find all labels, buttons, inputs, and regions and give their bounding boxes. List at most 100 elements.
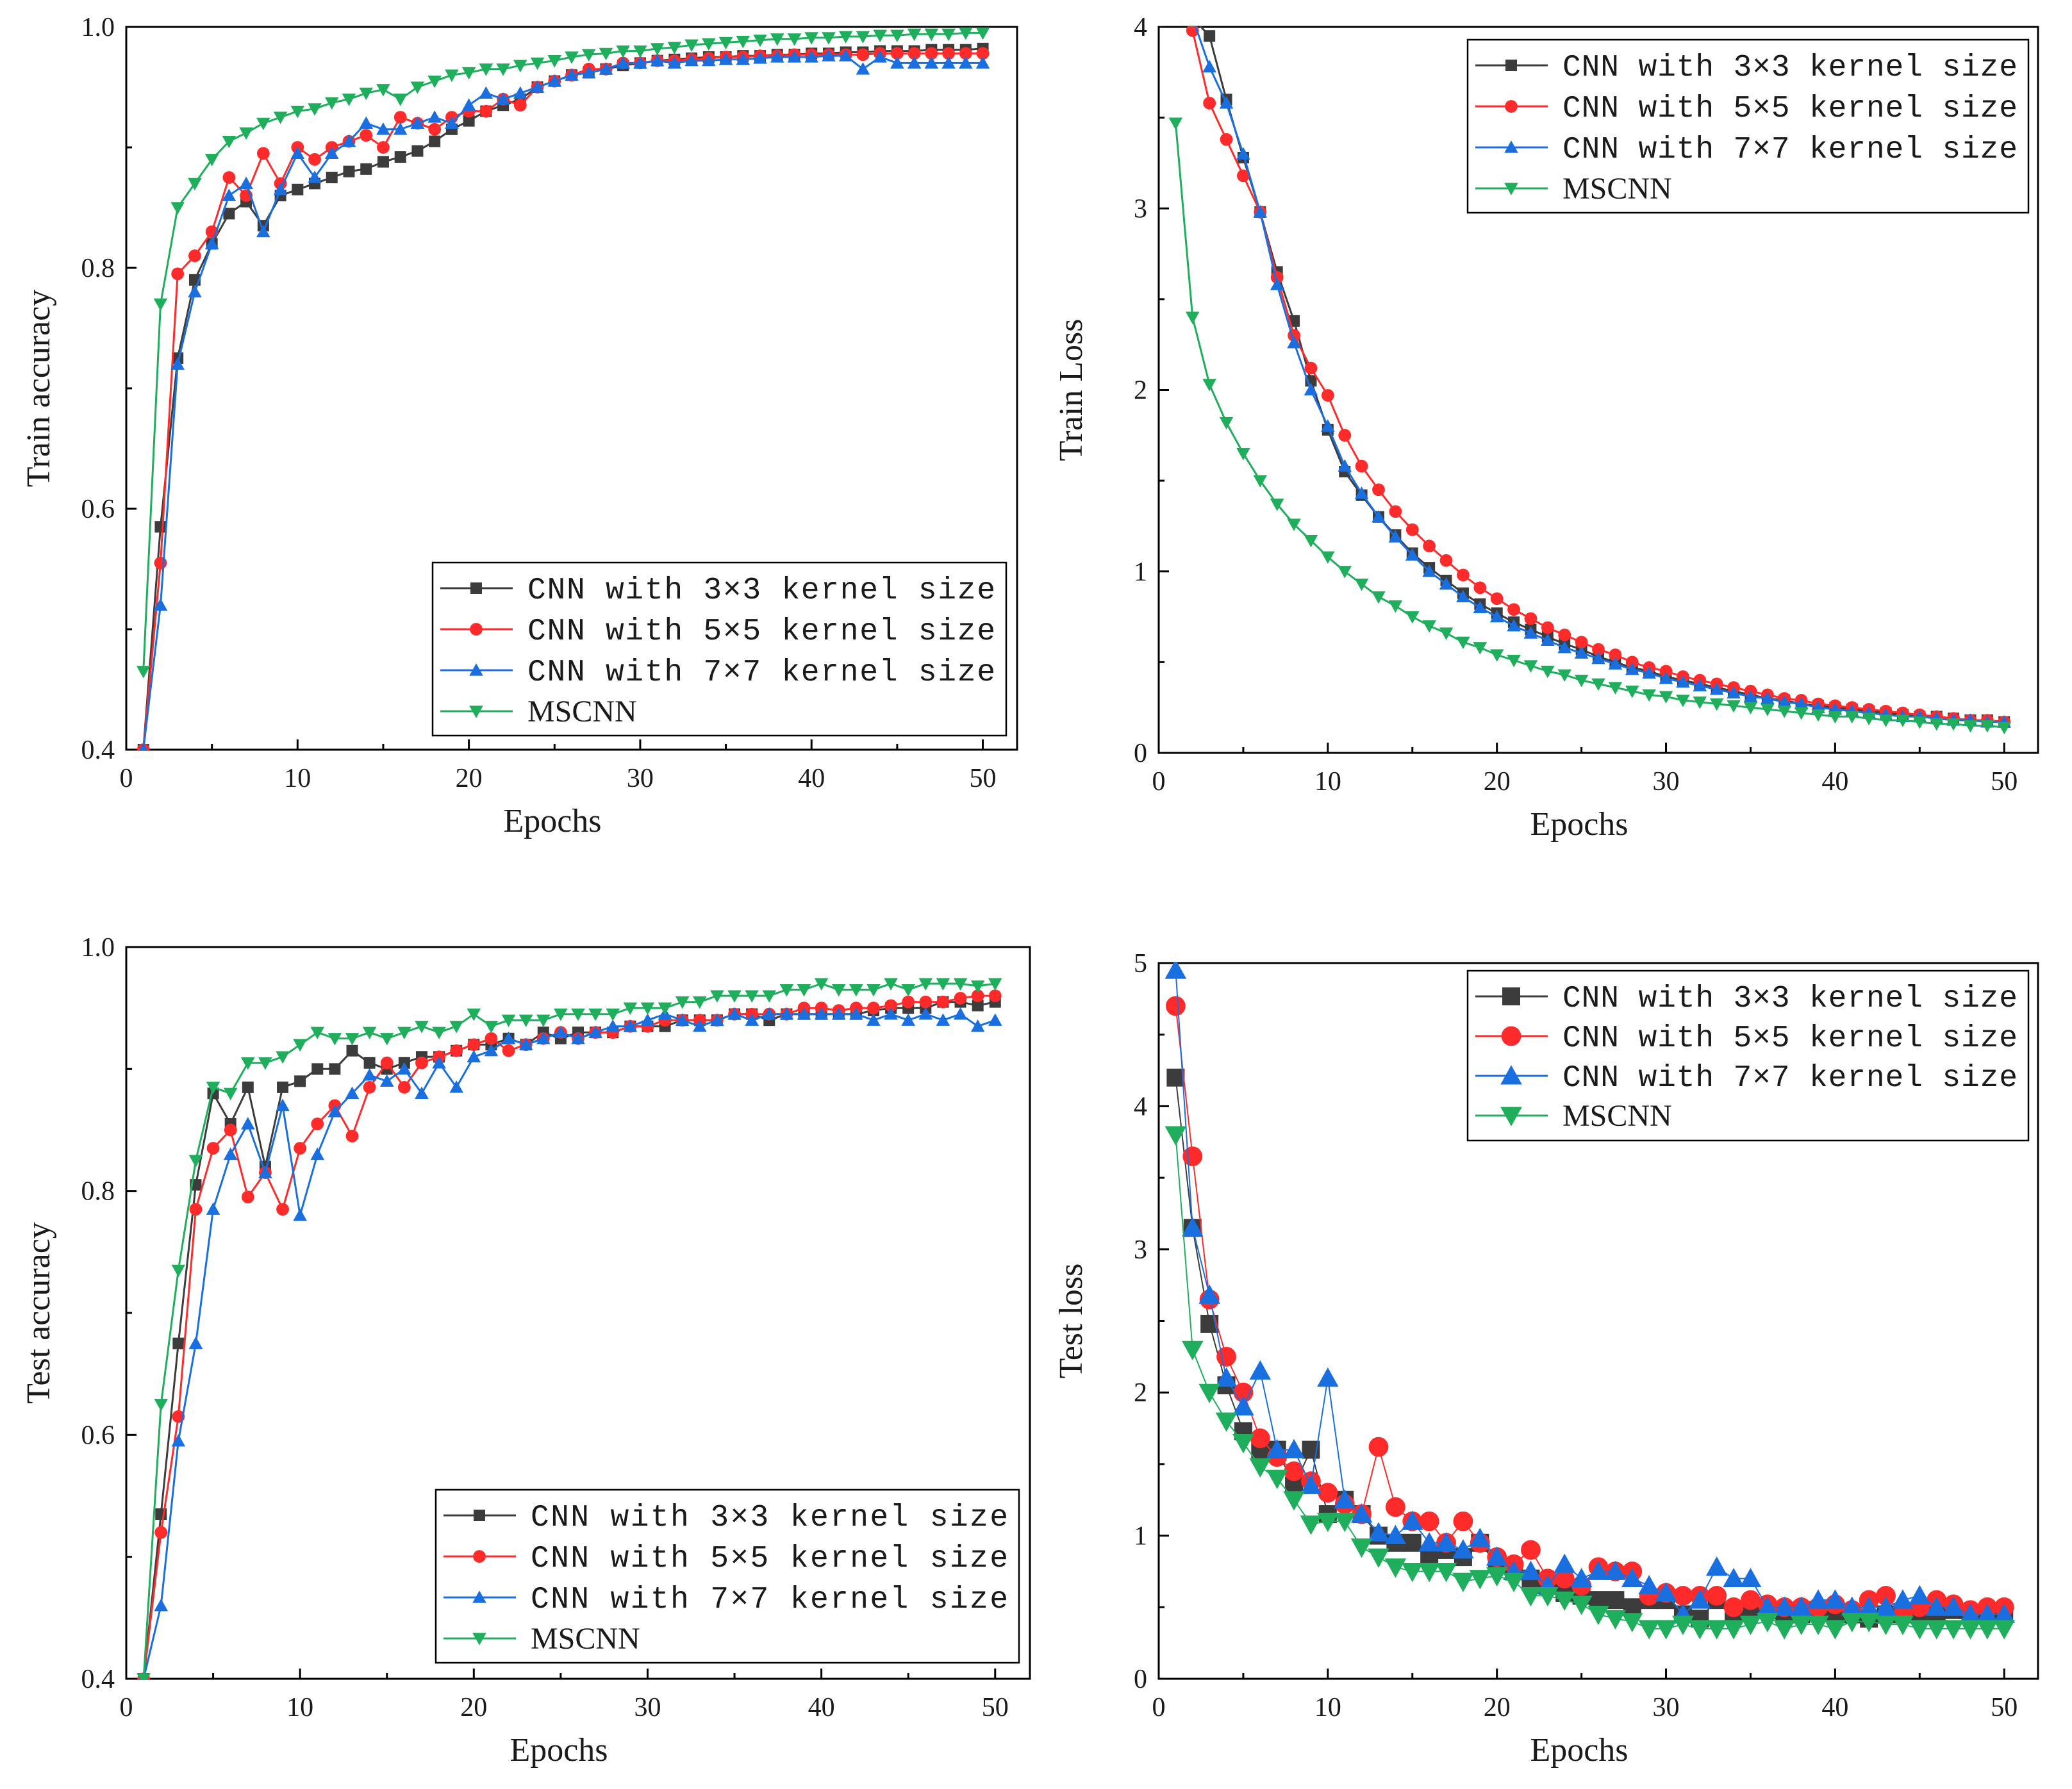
data-point [667,42,682,54]
data-point [1304,361,1318,375]
data-point [727,1007,742,1020]
data-point [907,56,922,69]
data-point [536,1031,551,1044]
y-axis-label: Test loss [1053,1264,1090,1379]
data-point [1418,1563,1440,1583]
data-point [804,32,819,45]
data-point [941,28,956,42]
data-point [1354,486,1369,499]
data-point [432,1026,446,1040]
data-point [1401,1510,1423,1530]
data-point [1237,169,1250,183]
data-point [170,357,185,370]
y-tick-label: 0.6 [81,495,115,524]
data-point [415,1056,428,1069]
data-point [1757,1596,1778,1616]
data-point [804,50,819,63]
legend-label: CNN with 5×5 kernel size [1562,1021,2018,1056]
series-square [1166,1068,2014,1628]
x-tick-label: 30 [1653,1693,1680,1722]
data-point [623,1019,638,1032]
data-point [1723,1597,1744,1617]
data-point [959,56,973,69]
data-point [1389,505,1402,518]
data-point [599,62,613,75]
data-point [171,267,185,281]
data-point [410,116,425,129]
data-point [658,1002,672,1015]
data-point [1794,697,1809,710]
data-point [479,86,493,99]
legend-marker [469,705,483,718]
data-point [427,75,442,88]
x-tick-label: 20 [460,1693,487,1722]
data-point [461,67,476,80]
data-point [1419,1511,1439,1531]
data-point [918,978,933,991]
data-point [1216,1346,1236,1367]
y-axis-label: Test accuracy [21,1222,57,1404]
data-point [1215,1412,1238,1432]
data-point [1587,1560,1609,1580]
data-point [1507,618,1521,632]
data-point [154,1526,168,1539]
data-point [397,1080,411,1094]
x-tick-label: 0 [120,1693,133,1722]
x-tick-label: 50 [1991,767,2018,796]
legend-label: CNN with 5×5 kernel size [527,614,995,649]
data-point [884,999,897,1012]
data-point [814,978,829,991]
data-point [936,978,950,991]
data-point [1707,1586,1727,1606]
data-point [1892,1589,1914,1609]
data-point [239,176,253,190]
data-point [1388,600,1403,613]
data-point [1321,551,1335,564]
data-point [1554,1591,1576,1611]
x-tick-label: 50 [970,764,997,793]
data-point [258,1057,272,1070]
data-point [1334,1488,1356,1509]
data-point [736,52,750,65]
x-tick-label: 0 [1152,767,1166,796]
data-point [277,1081,289,1093]
x-axis-label: Epochs [503,803,601,839]
data-point [1489,609,1504,623]
data-point [1794,707,1809,720]
legend-marker [469,663,483,676]
data-point [479,63,493,76]
data-point [884,978,898,991]
data-point [1858,1596,1880,1616]
data-point [718,37,733,50]
data-point [258,1166,272,1178]
data-point [1523,660,1538,673]
data-point [1350,1538,1373,1558]
legend-label: CNN with 3×3 kernel size [1562,51,2018,85]
data-point [1587,1606,1609,1626]
data-point [1862,713,1876,725]
data-point [377,141,390,154]
data-point [1727,686,1741,699]
data-point [1300,1515,1322,1535]
data-point [379,1074,394,1087]
data-point [1403,1533,1421,1552]
data-point [153,298,168,311]
data-point [633,56,647,69]
legend-marker [1504,183,1518,195]
series-line [1175,1135,2005,1629]
data-point [449,1080,463,1093]
data-point [359,116,374,129]
data-point [616,56,630,69]
data-point [856,31,870,44]
data-point [276,1203,289,1216]
data-point [256,224,270,238]
data-point [565,68,579,81]
data-point [393,122,408,135]
data-point [290,146,305,160]
data-point [1284,1461,1304,1481]
legend: CNN with 3×3 kernel size CNN with 5×5 ker… [1466,38,2030,214]
data-point [1164,962,1187,979]
data-point [1266,1439,1288,1458]
data-point [310,1026,325,1040]
data-point [1608,682,1623,695]
